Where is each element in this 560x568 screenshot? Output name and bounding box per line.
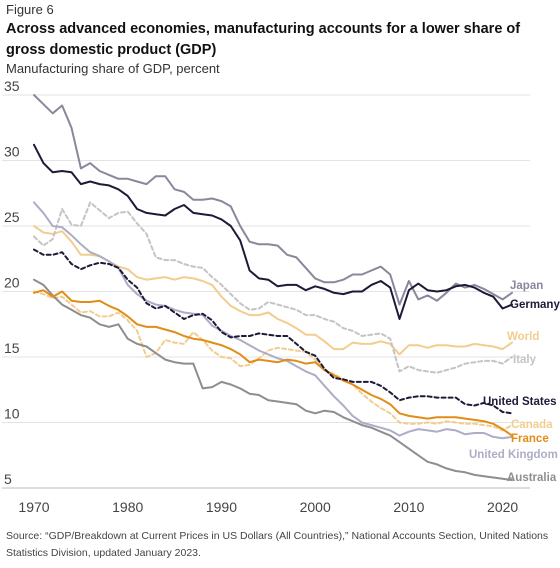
series-line-canada — [33, 290, 513, 432]
series-line-france — [33, 289, 513, 437]
y-tick-labels: 35 30 25 20 15 10 5 — [4, 78, 20, 487]
x-tick-label: 2020 — [487, 499, 518, 515]
y-tick-label: 35 — [4, 78, 20, 94]
series-label-canada: Canada — [511, 419, 553, 431]
x-tick-label: 2010 — [393, 499, 424, 515]
series-labels: Japan Germany World Italy United States Canad… — [469, 280, 560, 484]
y-tick-label: 10 — [4, 406, 20, 422]
x-tick-label: 1970 — [18, 499, 49, 515]
series-label-australia: Australia — [507, 472, 557, 484]
series-label-united-kingdom: United Kingdom — [469, 449, 558, 461]
y-tick-label: 30 — [4, 144, 20, 160]
series-line-united-kingdom — [33, 201, 513, 440]
y-tick-label: 15 — [4, 340, 20, 356]
chart-subtitle: Manufacturing share of GDP, percent — [6, 61, 220, 76]
series-line-japan — [33, 94, 513, 306]
x-tick-label: 1980 — [112, 499, 143, 515]
line-chart: 35 30 25 20 15 10 5 1970 1980 1990 2000 2010 2020 J… — [2, 78, 560, 515]
x-tick-label: 1990 — [206, 499, 237, 515]
series-label-united-states: United States — [483, 396, 557, 408]
x-tick-label: 2000 — [300, 499, 331, 515]
figure-label: Figure 6 — [6, 2, 54, 17]
source-note: Source: “GDP/Breakdown at Current Prices… — [6, 530, 549, 559]
series-line-germany — [33, 143, 513, 320]
series-label-france: France — [511, 433, 549, 445]
series-label-germany: Germany — [510, 299, 560, 311]
series-label-world: World — [507, 331, 539, 343]
series-label-japan: Japan — [510, 280, 543, 292]
y-tick-label: 25 — [4, 209, 20, 225]
chart-title: Across advanced economies, manufacturing… — [6, 21, 521, 58]
series-line-australia — [33, 278, 513, 482]
series-lines — [33, 94, 513, 482]
series-line-united-states — [33, 248, 513, 415]
x-tick-labels: 1970 1980 1990 2000 2010 2020 — [18, 499, 518, 515]
series-line-italy — [33, 201, 513, 374]
y-tick-label: 20 — [4, 275, 20, 291]
series-label-italy: Italy — [513, 354, 537, 366]
y-tick-label: 5 — [4, 471, 12, 487]
